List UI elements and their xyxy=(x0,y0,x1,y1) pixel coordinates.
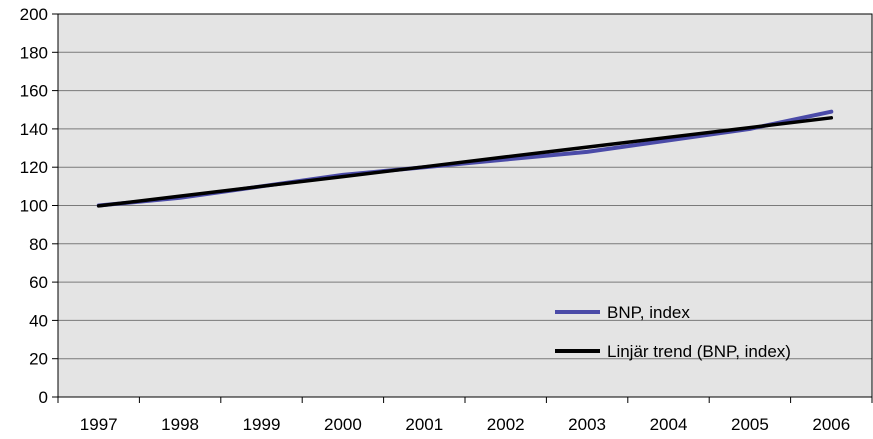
y-tick-label: 0 xyxy=(39,388,48,407)
x-tick-label: 1997 xyxy=(80,415,118,434)
x-tick-label: 2002 xyxy=(487,415,525,434)
x-tick-label: 2004 xyxy=(650,415,688,434)
y-tick-label: 120 xyxy=(20,158,48,177)
y-tick-label: 20 xyxy=(29,350,48,369)
x-tick-label: 2000 xyxy=(324,415,362,434)
y-tick-label: 80 xyxy=(29,235,48,254)
x-tick-label: 2006 xyxy=(812,415,850,434)
y-tick-label: 200 xyxy=(20,5,48,24)
x-tick-label: 2003 xyxy=(568,415,606,434)
y-tick-label: 40 xyxy=(29,311,48,330)
x-tick-label: 1998 xyxy=(161,415,199,434)
legend: BNP, index Linjär trend (BNP, index) xyxy=(555,303,791,361)
y-tick-label: 160 xyxy=(20,82,48,101)
y-tick-label: 60 xyxy=(29,273,48,292)
series-lines xyxy=(96,109,834,208)
axes: 0 20 40 60 80 100 120 140 160 180 200 1997 1998 1999 2… xyxy=(20,5,873,434)
legend-label: Linjär trend (BNP, index) xyxy=(607,342,791,361)
legend-label: BNP, index xyxy=(607,303,690,322)
series-line-linear-trend xyxy=(96,116,834,208)
y-tick-label: 140 xyxy=(20,120,48,139)
y-tick-label: 100 xyxy=(20,197,48,216)
x-tick-label: 1999 xyxy=(243,415,281,434)
x-tick-label: 2001 xyxy=(405,415,443,434)
y-tick-label: 180 xyxy=(20,43,48,62)
x-tick-label: 2005 xyxy=(731,415,769,434)
